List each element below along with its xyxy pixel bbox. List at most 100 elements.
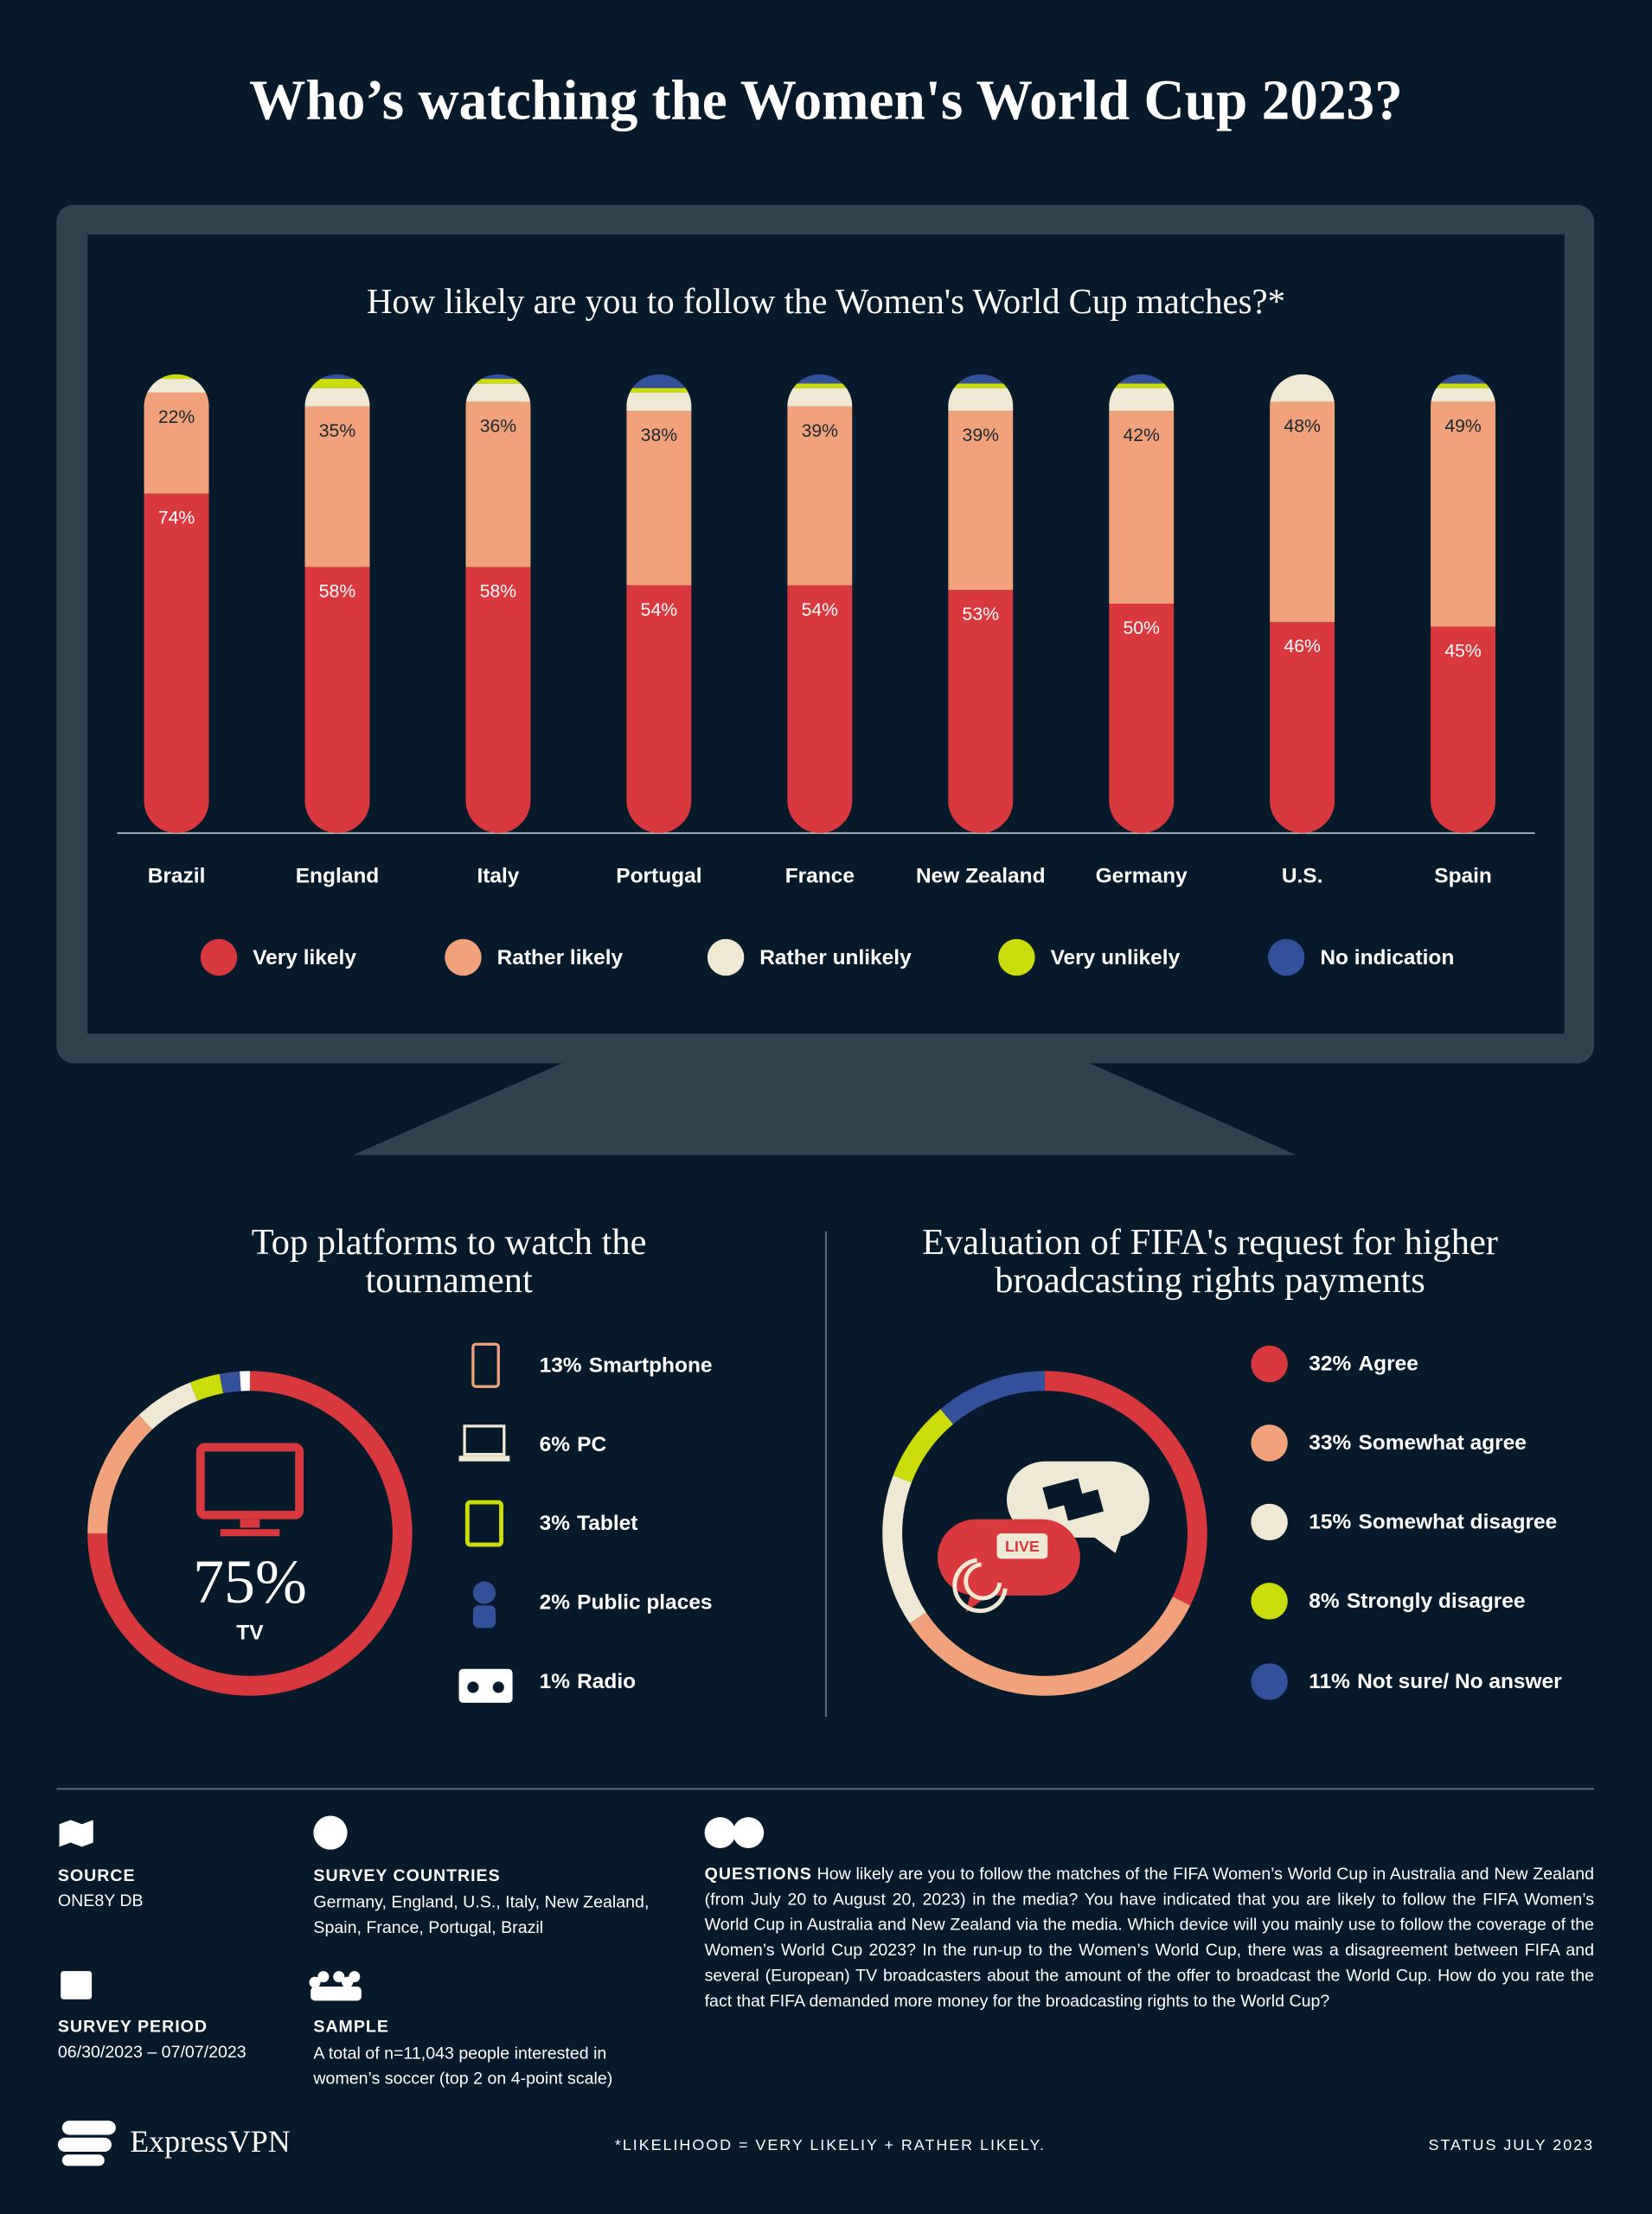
tv-stand [353,1059,1297,1155]
legend-value: 11% [1309,1671,1350,1694]
svg-text:LIVE: LIVE [1005,1538,1040,1555]
icon [472,1605,496,1629]
bar-segment [465,374,531,380]
value-label: 58% [319,582,356,602]
legend-swatch [1251,1424,1288,1462]
bar-segment [1431,401,1496,627]
footnote: *LIKELIHOOD = VERY LIKELIY + RATHER LIKE… [615,2136,1046,2153]
x-tick-label: Italy [477,864,519,887]
tv-icon [195,1443,304,1520]
legend-label: Very likely [253,946,356,969]
legend-swatch [1251,1663,1288,1700]
brand: ExpressVPN [130,2124,291,2159]
x-tick-label: France [785,864,855,887]
legend-name: Somewhat agree [1358,1432,1526,1456]
bar-segment [304,387,370,406]
donut-segment [893,1409,954,1483]
x-tick-label: Spain [1434,864,1492,887]
legend-label: 15% Somewhat disagree [1309,1511,1557,1534]
legend-swatch [445,938,482,976]
value-label: 45% [1444,642,1482,662]
bar-group [304,374,370,834]
bar-segment [787,585,853,834]
icon [458,1456,510,1462]
logo [57,2121,116,2166]
legend-swatch [1251,1503,1288,1541]
bar-group [787,374,853,834]
donut-segment [1045,1371,1207,1606]
icon [463,1424,506,1456]
value-label: 50% [1123,618,1160,638]
donut-segment [189,1373,224,1401]
legend-label: 11% Not sure/ No answer [1309,1671,1562,1694]
legend-swatch [200,938,238,976]
speech-icon: LIVE [937,1461,1149,1614]
bar-segment [304,566,370,834]
value-label: 39% [802,421,839,441]
footer-label: QUESTIONS [704,1864,812,1884]
legend-label: 6% PC [540,1433,607,1456]
tv-icon [240,1519,260,1528]
bar-segment [787,374,853,384]
bar-segment [948,374,1014,384]
donut-segment [219,1371,241,1394]
legend-name: Smartphone [589,1354,713,1378]
value-label: 53% [963,605,1000,624]
legend-name: Radio [577,1671,636,1694]
footer-text: How likely are you to follow the matches… [704,1864,1595,2011]
bar-segment [1109,383,1175,388]
x-tick-label: New Zealand [916,864,1046,887]
bar-segment [144,392,209,494]
legend-label: Rather likely [497,946,624,969]
legend-value: 1% [540,1671,571,1694]
bar-segment [465,379,531,384]
value-label: 54% [641,600,678,620]
bar-segment [1109,411,1175,605]
bar-segment [465,401,531,567]
bar-segment [304,379,370,388]
x-tick-label: Brazil [148,864,206,887]
value-label: 36% [480,417,517,437]
bar-segment [304,374,370,380]
bar-segment [1109,387,1175,412]
icon [467,1681,479,1693]
legend-name: Strongly disagree [1347,1590,1526,1613]
value-label: 48% [1284,417,1321,437]
donut-segment [87,1415,153,1534]
icon [458,1668,513,1703]
donut-segment [882,1475,926,1623]
page-title: Who’s watching the Women's World Cup 202… [249,70,1403,132]
value-label: 58% [480,582,517,602]
value-label: 38% [641,426,678,445]
bar-segment [948,411,1014,591]
bar-segment [304,406,370,567]
donut-title: Top platforms to watch the tournament [251,1222,647,1301]
legend-value: 32% [1309,1353,1351,1376]
bar-segment [465,566,531,834]
legend-value: 3% [540,1513,571,1536]
footer-label: SOURCE [58,1866,136,1885]
bar-segment [1109,604,1175,834]
bar-segment [1431,374,1496,384]
legend-label: 33% Somewhat agree [1309,1432,1527,1456]
legend-label: 1% Radio [540,1671,637,1694]
value-label: 54% [802,600,839,620]
bar-group [465,374,531,834]
title-box: Top platforms to watch the tournament [251,1222,647,1301]
text-box: Germany, England, U.S., Italy, New Zeala… [313,1892,649,1937]
bar-segment [144,493,209,834]
legend-value: 13% [540,1354,582,1378]
x-tick-label: Portugal [616,864,701,887]
footer-label: SURVEY COUNTRIES [313,1866,500,1885]
donut-segment [909,1597,1191,1696]
footer-text: ONE8Y DB [58,1891,144,1910]
bar-group [144,374,209,834]
bar-segment [144,379,209,393]
bar-segment [1270,401,1335,623]
legend-value: 6% [540,1433,571,1456]
value-label: 39% [963,426,1000,445]
bar-segment [465,383,531,402]
legend-name: Agree [1358,1353,1418,1376]
footer-text: A total of n=11,043 people interested in… [313,2043,613,2089]
